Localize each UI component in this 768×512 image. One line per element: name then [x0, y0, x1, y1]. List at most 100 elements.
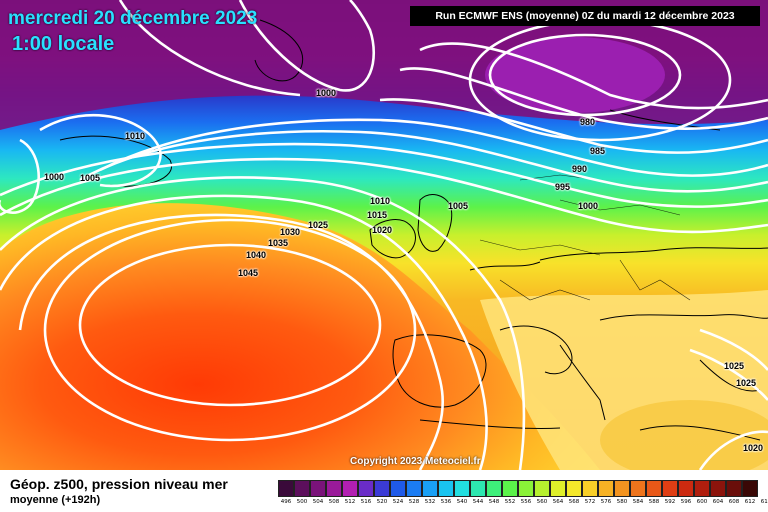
isobar-1020	[0, 157, 768, 234]
color-scale-tick: 552	[504, 499, 516, 505]
color-scale-swatch	[374, 480, 390, 497]
high-pressure-area	[0, 203, 600, 470]
country-borders	[479, 174, 691, 301]
color-scale-swatch	[358, 480, 374, 497]
forecast-map: mercredi 20 décembre 2023 1:00 locale Ru…	[0, 0, 768, 470]
color-scale-tick: 516	[360, 499, 372, 505]
isobar-north-2	[118, 0, 301, 97]
isobar-1010	[79, 129, 768, 193]
color-scale-tick: 508	[328, 499, 340, 505]
isobar-label: 1025	[736, 378, 757, 388]
isobar-label: 1020	[743, 443, 764, 453]
isobar-995	[399, 67, 768, 130]
isobar-990	[419, 42, 768, 110]
isobar-1000-north	[238, 0, 375, 92]
color-scale-swatch	[742, 480, 758, 497]
color-scale-swatch	[326, 480, 342, 497]
legend-footer: Géop. z500, pression niveau mer moyenne …	[0, 470, 768, 512]
warm-area-southeast	[600, 400, 768, 470]
isobar-label: 985	[590, 146, 606, 156]
color-scale-tick: 520	[376, 499, 388, 505]
color-scale-swatch	[518, 480, 534, 497]
isobar-label: 1000	[44, 172, 65, 182]
color-scale	[278, 480, 758, 497]
color-scale-swatch	[438, 480, 454, 497]
color-scale-tick: 568	[568, 499, 580, 505]
isobar-1025-east-2	[699, 328, 768, 371]
color-scale-swatch	[582, 480, 598, 497]
isobar-1005	[99, 118, 768, 177]
color-scale-swatch	[390, 480, 406, 497]
color-scale-tick: 540	[456, 499, 468, 505]
color-scale-tick: 592	[664, 499, 676, 505]
isobar-1025-east	[689, 348, 768, 401]
color-scale-ticks: 496 500 504 508 512 516 520 524 528 532 536 540 544 5…	[278, 499, 768, 505]
color-scale-swatch	[694, 480, 710, 497]
color-scale-tick: 612	[744, 499, 756, 505]
color-scale-tick: 576	[600, 499, 612, 505]
color-scale-swatch	[630, 480, 646, 497]
color-scale-swatch	[406, 480, 422, 497]
isobar-1030	[0, 194, 488, 470]
color-scale-swatch	[310, 480, 326, 497]
color-scale-swatch	[550, 480, 566, 497]
color-scale-tick: 564	[552, 499, 564, 505]
color-scale-swatch	[470, 480, 486, 497]
color-scale-tick: 500	[296, 499, 308, 505]
isobar-label: 1010	[125, 131, 146, 141]
color-scale-swatch	[278, 480, 294, 497]
color-scale-tick: 532	[424, 499, 436, 505]
color-scale-swatch	[678, 480, 694, 497]
isobar-label: 1040	[246, 250, 267, 260]
color-scale-swatch	[454, 480, 470, 497]
isobar-1040	[43, 218, 417, 442]
isobar-label: 1045	[238, 268, 259, 278]
isobar-label: 1000	[578, 201, 599, 211]
color-scale-tick: 584	[632, 499, 644, 505]
color-scale-tick: 496	[280, 499, 292, 505]
color-scale-tick: 504	[312, 499, 324, 505]
isobar-label: 1035	[268, 238, 289, 248]
isobar-label: 980	[580, 117, 596, 127]
color-scale-swatch	[710, 480, 726, 497]
color-scale-swatch	[342, 480, 358, 497]
isobar-label: 1000	[316, 88, 337, 98]
isobar-1045	[78, 243, 382, 407]
isobar-label: 1010	[370, 196, 391, 206]
color-scale-swatch	[566, 480, 582, 497]
isobar-1035	[18, 213, 445, 470]
color-scale-tick: 544	[472, 499, 484, 505]
isobar-label: 1005	[80, 173, 101, 183]
map-title: Géop. z500, pression niveau mer	[10, 476, 228, 492]
color-scale-tick: 580	[616, 499, 628, 505]
isobar-label: 1015	[367, 210, 388, 220]
color-scale-tick: 600	[696, 499, 708, 505]
color-scale-swatch	[726, 480, 742, 497]
color-scale-tick: 616	[760, 499, 768, 505]
isobar-1020-southeast	[698, 430, 768, 470]
color-scale-swatch	[294, 480, 310, 497]
color-scale-tick: 512	[344, 499, 356, 505]
forecast-time: 1:00 locale	[12, 33, 115, 55]
low-center	[485, 37, 665, 113]
isobar-label: 1025	[308, 220, 329, 230]
color-scale-tick: 560	[536, 499, 548, 505]
color-scale-tick: 524	[392, 499, 404, 505]
color-scale-tick: 596	[680, 499, 692, 505]
isobar-label: 1030	[280, 227, 301, 237]
color-scale-tick: 572	[584, 499, 596, 505]
color-scale-swatch	[662, 480, 678, 497]
color-scale-swatch	[502, 480, 518, 497]
color-scale-swatch	[646, 480, 662, 497]
isobars	[0, 0, 768, 470]
isobar-1000-west	[0, 138, 41, 214]
color-scale-tick: 604	[712, 499, 724, 505]
color-scale-tick: 548	[488, 499, 500, 505]
color-scale-swatch	[486, 480, 502, 497]
isobar-1000	[379, 98, 768, 154]
isobar-label: 1020	[372, 225, 393, 235]
map-subtitle: moyenne (+192h)	[10, 494, 101, 506]
isobar-label: 995	[555, 182, 571, 192]
color-scale-swatch	[422, 480, 438, 497]
